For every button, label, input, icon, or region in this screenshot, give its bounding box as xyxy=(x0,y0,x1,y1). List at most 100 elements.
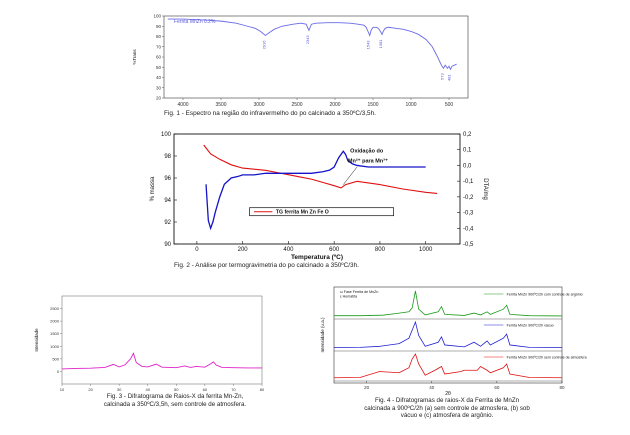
fig1-spectrum-line xyxy=(167,18,457,71)
fig2-chart: 0 200 400 600 800 1000 90 92 94 96 98 100 0,2 0,1 0,0 -… xyxy=(150,132,488,261)
fig3-x-tick-label: 60 xyxy=(203,387,208,392)
fig4-x-axis-label: 2θ xyxy=(445,391,451,397)
fig2-legend-box xyxy=(249,207,394,217)
fig2-y-tick-label: 100 xyxy=(161,132,172,138)
fig3-caption: Fig. 3 - Difratograma de Raios-X da ferr… xyxy=(60,393,290,408)
fig3-plot-frame xyxy=(61,295,263,385)
fig3-y-tick-label: 500 xyxy=(52,356,59,361)
fig1-y-tick-label: 30 xyxy=(156,85,162,90)
fig3-x-tick-label: 70 xyxy=(231,387,236,392)
fig1-peak-label: 1381 xyxy=(378,39,383,49)
fig2-y2-tick-label: -0,4 xyxy=(463,226,474,232)
fig2-y2-tick-label: 0,1 xyxy=(463,148,472,154)
fig1-x-tick-label: 2000 xyxy=(329,102,340,108)
fig4-caption-line1: Fig. 4 - Difratogramas de raios-X da Fer… xyxy=(374,397,520,404)
figure-2: 0 200 400 600 800 1000 90 92 94 96 98 100 0,2 0,1 0,0 -… xyxy=(130,128,500,273)
fig2-caption: Fig. 2 - Análise por termogravimetria do… xyxy=(174,262,359,269)
fig2-y2-tick-label: -0,2 xyxy=(463,195,474,201)
fig2-y-tick-label: 92 xyxy=(164,220,171,226)
fig2-y-axis-label: % massa xyxy=(150,176,156,201)
fig2-y2-axis-label: DTA/mg xyxy=(482,178,488,200)
fig3-x-tick-label: 80 xyxy=(260,387,265,392)
fig3-y-tick-label: 1500 xyxy=(50,331,60,336)
fig4-trace-line xyxy=(333,320,563,349)
fig1-x-tick-label: 500 xyxy=(445,102,454,108)
fig1-peak-label: 1543 xyxy=(366,40,371,50)
fig3-y-tick-label: 0 xyxy=(57,369,60,374)
fig2-y-tick-label: 90 xyxy=(164,242,171,248)
fig2-x-tick-label: 1000 xyxy=(419,247,433,253)
fig3-y-tick-label: 2500 xyxy=(50,306,60,311)
fig1-legend: Ferrita MnZn 0.2% xyxy=(174,19,216,25)
fig1-caption: Fig. 1 - Espectro na região do infraverm… xyxy=(164,110,376,117)
fig2-y-tick-label: 98 xyxy=(164,154,171,160)
figure-4: 20 40 60 80 2θ Intensidade (u.a.) Ferrita MnZn… xyxy=(312,285,587,425)
fig1-x-tick-label: 1500 xyxy=(367,102,378,108)
fig4-x-tick-label: 20 xyxy=(364,385,370,390)
fig3-x-tick-label: 50 xyxy=(174,387,179,392)
fig2-x-tick-label: 800 xyxy=(375,247,386,253)
fig2-annotation-arrow xyxy=(343,166,358,185)
fig4-x-tick-label: 40 xyxy=(429,385,435,390)
fig2-y2-tick-label: 0,0 xyxy=(463,163,472,169)
fig4-caption-line2: calcinada a 900ºC/2h (a) sem controle de… xyxy=(364,404,530,412)
fig4-caption-line3: vácuo e (c) atmosfera de argônio. xyxy=(400,412,494,419)
fig3-chart: 10 20 30 40 50 60 70 80 0 500 1000 1500 2000 2500 Inte… xyxy=(34,295,265,392)
figure-1: 4000 3500 3000 2500 2000 1500 1000 500 20 30 40 50 6… xyxy=(128,10,478,120)
fig2-x-axis-label: Temperatura (ºC) xyxy=(291,254,343,261)
fig1-peak-label: 2916 xyxy=(261,40,266,50)
fig4-phase-legend-2: ε Hematita xyxy=(340,295,357,299)
fig1-x-tick-label: 3500 xyxy=(215,102,226,108)
fig2-x-tick-label: 400 xyxy=(283,247,294,253)
fig2-annotation-line1: Oxidação do xyxy=(350,149,384,155)
fig3-y-tick-label: 1000 xyxy=(50,344,60,349)
fig3-x-tick-label: 20 xyxy=(88,387,93,392)
fig1-y-tick-label: 40 xyxy=(156,75,162,80)
fig1-chart: 4000 3500 3000 2500 2000 1500 1000 500 20 30 40 50 6… xyxy=(132,14,469,108)
fig1-peak-label: 2343 xyxy=(305,35,310,45)
fig3-x-tick-label: 10 xyxy=(60,387,65,392)
fig2-legend-label: TG ferrita Mn Zn Fe O xyxy=(276,210,329,216)
fig2-x-tick-label: 200 xyxy=(238,247,249,253)
fig2-dta-line xyxy=(205,150,426,231)
fig2-y-tick-label: 94 xyxy=(164,198,171,204)
fig1-y-tick-label: 70 xyxy=(156,44,162,49)
fig3-caption-line2: calcinada a 350ºC/3,5h, sem controle de … xyxy=(103,400,247,408)
fig1-x-tick-label: 3000 xyxy=(253,102,264,108)
fig1-peak-label: 573 xyxy=(439,73,444,80)
fig4-phase-legend: ω Fase Ferrita de MnZn xyxy=(340,290,378,294)
fig4-x-tick-label: 60 xyxy=(494,385,500,390)
fig2-y2-tick-label: -0,3 xyxy=(463,211,474,217)
fig4-trace-legend-label: Ferrita MnZn 900ºC/2h sem controle de at… xyxy=(507,356,587,360)
fig3-y-axis-label: Intensidade xyxy=(34,328,39,352)
fig1-x-tick-label: 4000 xyxy=(177,102,188,108)
fig4-trace-line xyxy=(334,290,563,317)
fig2-y-tick-label: 96 xyxy=(164,176,171,182)
fig3-caption-line1: Fig. 3 - Difratograma de Raios-X da ferr… xyxy=(106,393,244,400)
fig4-caption: Fig. 4 - Difratogramas de raios-X da Fer… xyxy=(312,397,582,420)
fig1-y-tick-label: 80 xyxy=(156,34,162,39)
figure-3: 10 20 30 40 50 60 70 80 0 500 1000 1500 2000 2500 Inte… xyxy=(30,292,280,412)
fig1-x-tick-label: 1000 xyxy=(405,102,416,108)
fig3-x-tick-label: 40 xyxy=(145,387,150,392)
fig3-y-tick-label: 2000 xyxy=(50,319,60,324)
fig1-y-axis-label: %Trans xyxy=(132,49,137,65)
fig2-y2-tick-label: -0,5 xyxy=(463,242,474,248)
fig2-annotation-line2: Mn²⁺ para Mn³⁺ xyxy=(348,158,388,165)
fig1-y-tick-label: 60 xyxy=(156,55,162,60)
fig1-peak-label: 481 xyxy=(446,74,451,81)
fig1-y-tick-label: 20 xyxy=(156,96,162,101)
fig3-diffractogram-line xyxy=(61,352,262,370)
fig3-x-tick-label: 30 xyxy=(117,387,122,392)
fig4-y-axis-label: Intensidade (u.a.) xyxy=(320,317,325,353)
fig2-y2-tick-label: -0,1 xyxy=(463,179,474,185)
fig2-x-tick-label: 600 xyxy=(329,247,340,253)
fig4-trace-legend-label: Ferrita MnZn 900ºC/2h vácuo xyxy=(507,324,554,328)
fig1-y-tick-label: 50 xyxy=(156,65,162,70)
fig1-plot-frame xyxy=(163,15,469,99)
fig1-y-tick-label: 90 xyxy=(156,24,162,29)
fig2-y2-tick-label: 0,2 xyxy=(463,132,472,138)
fig2-plot-frame xyxy=(173,133,461,245)
fig4-chart: 20 40 60 80 2θ Intensidade (u.a.) Ferrita MnZn… xyxy=(320,286,587,397)
fig2-tg-line xyxy=(203,144,438,194)
